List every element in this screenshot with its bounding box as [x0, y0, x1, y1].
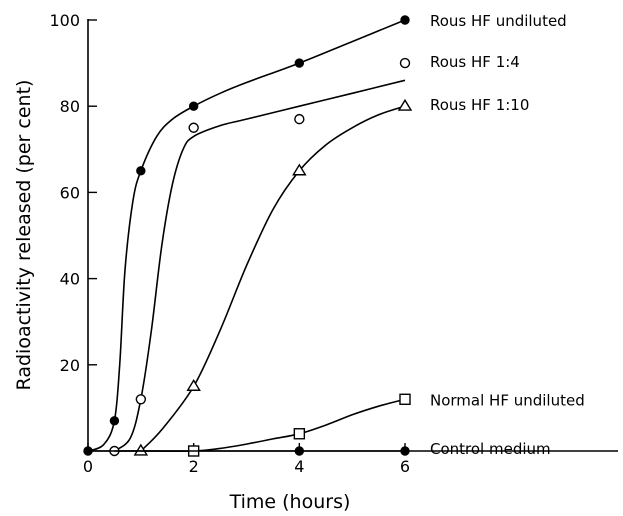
- normal-hf-undiluted-curve: [114, 398, 406, 452]
- rous-hf-undiluted-point: [294, 58, 305, 68]
- x-tick-label: 6: [400, 457, 410, 476]
- rous-hf-undiluted-point: [109, 416, 120, 426]
- rous-hf-1-4-point: [399, 57, 411, 69]
- y-axis-title: Radioactivity released (per cent): [13, 80, 35, 391]
- y-tick-label: 100: [49, 11, 80, 30]
- normal-hf-undiluted-label: Normal HF undiluted: [430, 391, 585, 409]
- series-rous-hf-1-4: Rous HF 1:4: [109, 53, 520, 457]
- rous-hf-1-10-point: [186, 378, 201, 391]
- control-medium-point: [400, 446, 410, 456]
- rous-hf-1-10-point: [133, 443, 149, 456]
- series-rous-hf-1-10: Rous HF 1:10: [133, 96, 529, 456]
- rous-hf-1-4-curve: [113, 79, 406, 452]
- rous-hf-1-4-point: [188, 122, 199, 133]
- y-tick-label: 20: [60, 356, 80, 375]
- x-tick-label: 0: [83, 457, 93, 476]
- normal-hf-undiluted-point: [399, 393, 411, 405]
- rous-hf-undiluted-point: [188, 101, 199, 111]
- rous-hf-undiluted-point: [136, 166, 146, 176]
- rous-hf-undiluted-label: Rous HF undiluted: [430, 12, 567, 30]
- y-tick-label: 80: [60, 97, 80, 116]
- rous-hf-1-10-label: Rous HF 1:10: [430, 96, 529, 114]
- x-tick-label: 2: [189, 457, 199, 476]
- series-rous-hf-undiluted: Rous HF undiluted: [83, 12, 567, 456]
- rous-hf-undiluted-point: [400, 15, 410, 25]
- control-medium-point: [294, 446, 305, 456]
- x-axis-title: Time (hours): [229, 491, 351, 513]
- y-tick-label: 40: [60, 270, 80, 289]
- control-medium-label: Control medium: [430, 440, 551, 458]
- rous-hf-1-10-curve: [140, 105, 406, 452]
- normal-hf-undiluted-point: [293, 428, 306, 440]
- series-layer: Rous HF undiluted Rous HF 1:4 Rous HF 1:10…: [83, 12, 585, 458]
- rous-hf-undiluted-curve: [87, 19, 406, 452]
- rous-hf-1-10-point: [397, 98, 413, 111]
- y-tick-label: 60: [60, 183, 80, 202]
- rous-hf-1-4-point: [294, 113, 305, 125]
- series-control-medium: Control medium: [87, 440, 551, 458]
- x-tick-label: 4: [294, 457, 304, 476]
- rous-hf-1-10-point: [292, 163, 307, 176]
- rous-hf-1-4-label: Rous HF 1:4: [430, 53, 520, 71]
- rous-hf-1-4-point: [135, 394, 147, 405]
